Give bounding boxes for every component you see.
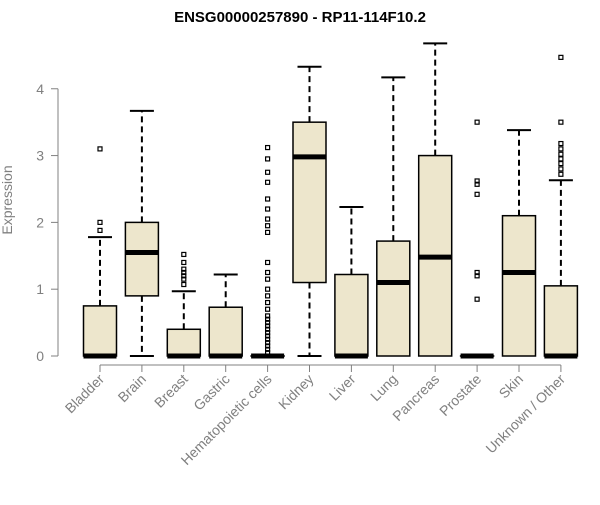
outlier-point bbox=[182, 260, 186, 264]
y-tick-label: 0 bbox=[36, 348, 44, 364]
outlier-point bbox=[98, 220, 102, 224]
boxes bbox=[84, 43, 578, 356]
box-iqr bbox=[544, 286, 577, 356]
box-breast bbox=[167, 252, 200, 356]
box-iqr bbox=[335, 274, 368, 356]
outlier-point bbox=[475, 120, 479, 124]
outlier-point bbox=[559, 120, 563, 124]
box-iqr bbox=[167, 329, 200, 356]
x-tick-label: Breast bbox=[151, 371, 191, 411]
y-axis-label: Expression bbox=[0, 165, 15, 234]
outlier-point bbox=[266, 146, 270, 150]
x-tick-label: Skin bbox=[496, 371, 527, 402]
box-iqr bbox=[377, 241, 410, 356]
outlier-point bbox=[182, 252, 186, 256]
outlier-point bbox=[98, 228, 102, 232]
outlier-point bbox=[266, 180, 270, 184]
outlier-point bbox=[266, 301, 270, 305]
y-tick-label: 4 bbox=[36, 81, 44, 97]
outlier-point bbox=[266, 197, 270, 201]
box-kidney bbox=[293, 67, 326, 356]
box-unknown-other bbox=[544, 55, 577, 356]
outlier-point bbox=[559, 55, 563, 59]
box-iqr bbox=[84, 306, 117, 356]
outlier-point bbox=[559, 152, 563, 156]
x-tick-label: Kidney bbox=[275, 371, 317, 413]
outlier-point bbox=[559, 172, 563, 176]
box-gastric bbox=[209, 274, 242, 356]
outlier-point bbox=[475, 297, 479, 301]
box-hematopoietic-cells bbox=[251, 146, 284, 356]
outlier-point bbox=[559, 157, 563, 161]
outlier-point bbox=[266, 207, 270, 211]
box-pancreas bbox=[419, 43, 452, 356]
x-tick-label: Prostate bbox=[436, 371, 484, 419]
outlier-point bbox=[559, 162, 563, 166]
outlier-point bbox=[266, 277, 270, 281]
outlier-point bbox=[559, 147, 563, 151]
x-tick-label: Pancreas bbox=[389, 371, 442, 424]
chart-title: ENSG00000257890 - RP11-114F10.2 bbox=[174, 9, 426, 26]
outlier-point bbox=[266, 270, 270, 274]
x-tick-label: Brain bbox=[115, 371, 149, 405]
y-tick-label: 1 bbox=[36, 281, 44, 297]
outlier-point bbox=[266, 224, 270, 228]
y-tick-label: 3 bbox=[36, 148, 44, 164]
outlier-point bbox=[266, 287, 270, 291]
box-skin bbox=[503, 130, 536, 356]
outlier-point bbox=[266, 307, 270, 311]
y-tick-label: 2 bbox=[36, 214, 44, 230]
outlier-point bbox=[559, 167, 563, 171]
outlier-point bbox=[266, 157, 270, 161]
x-tick-label: Liver bbox=[326, 371, 359, 404]
box-bladder bbox=[84, 147, 117, 356]
box-prostate bbox=[461, 120, 494, 356]
box-iqr bbox=[503, 216, 536, 356]
outlier-point bbox=[475, 192, 479, 196]
box-brain bbox=[125, 111, 158, 356]
box-iqr bbox=[293, 122, 326, 282]
x-tick-label: Lung bbox=[367, 371, 400, 404]
outlier-point bbox=[266, 170, 270, 174]
x-tick-label: Unknown / Other bbox=[482, 371, 568, 457]
outlier-point bbox=[182, 283, 186, 287]
outlier-point bbox=[266, 260, 270, 264]
outlier-point bbox=[559, 142, 563, 146]
box-iqr bbox=[209, 307, 242, 356]
outlier-point bbox=[98, 147, 102, 151]
outlier-point bbox=[266, 294, 270, 298]
box-lung bbox=[377, 77, 410, 356]
box-iqr bbox=[125, 222, 158, 295]
outlier-point bbox=[266, 217, 270, 221]
box-liver bbox=[335, 207, 368, 356]
x-tick-label: Bladder bbox=[62, 371, 108, 417]
outlier-point bbox=[266, 230, 270, 234]
